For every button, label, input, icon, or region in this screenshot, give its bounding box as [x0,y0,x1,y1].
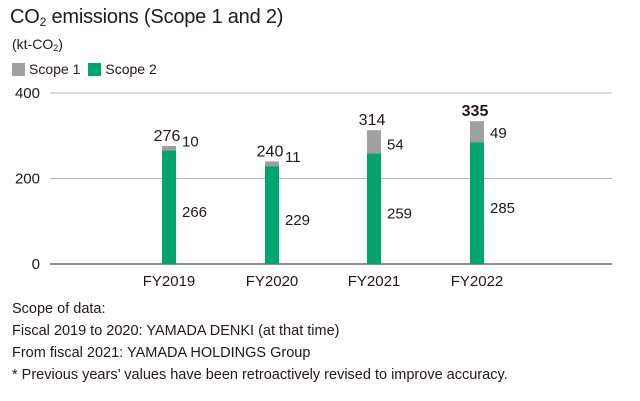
data-label-scope2: 229 [285,212,310,229]
data-label-scope1: 11 [285,149,301,166]
chart-title: CO2 emissions (Scope 1 and 2) [10,6,284,29]
unit-label: (kt-CO2) [12,36,63,53]
notes: Scope of data: Fiscal 2019 to 2020: YAMA… [12,298,508,386]
data-label-scope1: 54 [387,136,404,153]
legend-swatch-scope1 [12,62,25,76]
y-tick-label: 0 [32,256,40,273]
legend-item-scope2: Scope 2 [88,61,157,77]
legend-swatch-scope2 [88,62,102,76]
bar-scope1 [470,121,484,143]
bar-scope2 [367,153,381,264]
legend-label-scope1: Scope 1 [29,61,81,77]
data-label-total: 240 [257,143,284,160]
x-tick-label: FY2022 [451,273,504,290]
x-tick-label: FY2021 [348,273,401,290]
legend-item-scope1: Scope 1 [12,61,80,77]
bar-scope2 [470,142,484,264]
bar-scope2 [265,166,279,264]
note-line: * Previous years’ values have been retro… [12,367,508,383]
y-tick-label: 400 [15,85,40,102]
bar-scope1 [367,130,381,154]
bar-scope2 [162,150,176,264]
bar-scope1 [162,146,176,151]
note-line: Fiscal 2019 to 2020: YAMADA DENKI (at th… [12,323,340,339]
y-tick-label: 200 [15,171,40,188]
data-label-scope2: 285 [490,200,515,217]
data-label-total: 335 [462,103,489,120]
note-line: Scope of data: [12,301,106,317]
bar-scope1 [265,161,279,167]
data-label-scope1: 49 [490,125,507,142]
x-tick-label: FY2019 [143,273,196,290]
data-label-scope2: 259 [387,206,412,223]
x-tick-label: FY2020 [246,273,299,290]
legend-label-scope2: Scope 2 [105,61,157,77]
note-line: From fiscal 2021: YAMADA HOLDINGS Group [12,345,311,361]
legend: Scope 1 Scope 2 [12,61,165,77]
data-label-scope1: 10 [182,133,199,150]
data-label-total: 314 [359,112,386,129]
data-label-scope2: 266 [182,204,207,221]
data-label-total: 276 [154,128,181,145]
